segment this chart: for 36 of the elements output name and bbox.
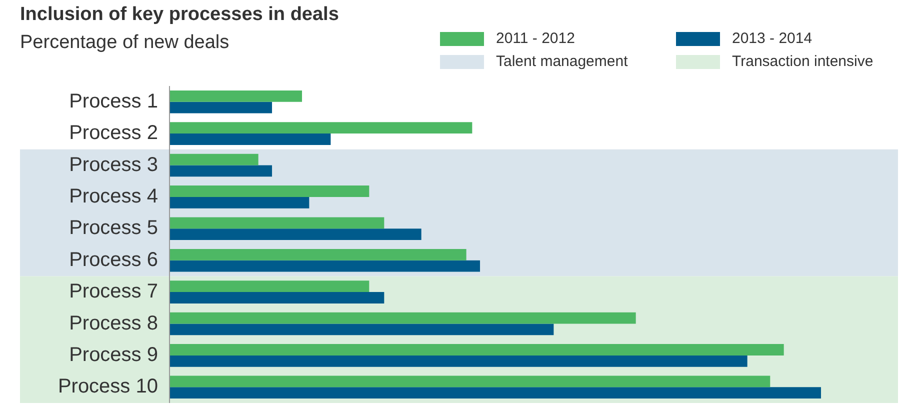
bar [169,186,370,197]
bar [169,217,384,229]
legend-label: Transaction intensive [732,53,874,70]
bar [169,90,302,102]
bar [169,228,422,240]
legend-label: 2013 - 2014 [732,30,812,47]
legend-label: 2011 - 2012 [496,30,575,47]
y-tick-label: Process 6 [69,248,158,271]
y-tick-label: Process 8 [69,312,158,334]
bar [169,154,258,166]
bar [169,312,636,324]
chart-subtitle: Percentage of new deals [20,32,230,54]
bar [169,387,821,399]
chart-title: Inclusion of key processes in deals [20,4,339,26]
bar [169,248,466,260]
y-tick-label: Process 2 [69,122,158,144]
y-tick-label: Process 1 [69,90,158,112]
y-tick-label: Process 5 [69,217,158,240]
bar [169,344,784,356]
y-tick-label: Process 9 [69,344,158,366]
y-tick-label: Process 7 [69,280,158,303]
bar [169,102,272,114]
bar [169,260,480,272]
bar [169,376,770,388]
y-tick-label: Process 3 [69,154,158,176]
bar [169,122,472,134]
bar [169,165,272,177]
bar [169,292,384,304]
bar [169,196,310,208]
bar [169,280,370,292]
bar [169,355,748,367]
y-tick-label: Process 10 [58,376,158,398]
bar [169,134,331,145]
bar [169,324,554,336]
legend-label: Talent management [496,53,628,70]
y-tick-label: Process 4 [69,185,158,208]
